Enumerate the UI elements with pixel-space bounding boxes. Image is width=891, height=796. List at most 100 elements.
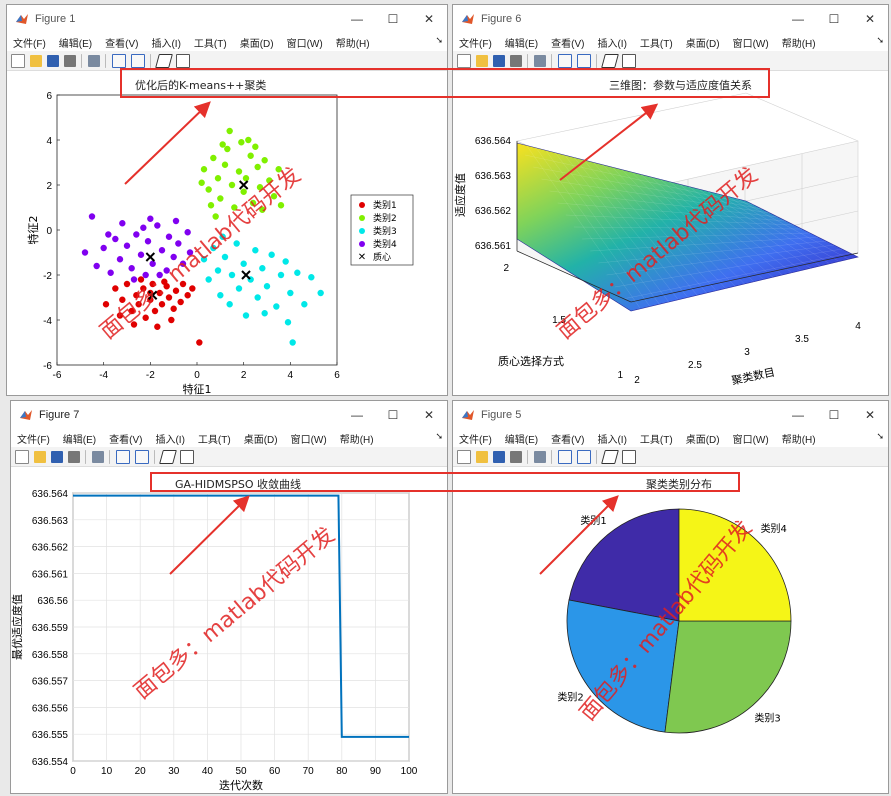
- menu-view[interactable]: 查看(V): [105, 38, 139, 50]
- legend-icon[interactable]: [577, 53, 591, 68]
- menu-file[interactable]: 文件(F): [459, 38, 492, 50]
- menu-edit[interactable]: 编辑(E): [504, 434, 539, 446]
- menu-desktop[interactable]: 桌面(D): [685, 434, 720, 446]
- link-plot-icon[interactable]: [88, 54, 100, 67]
- link-plot-icon[interactable]: [92, 450, 104, 463]
- colorbar-icon[interactable]: [112, 53, 126, 68]
- menu-insert[interactable]: 插入(I): [155, 434, 185, 446]
- y-tick-label: 2: [46, 181, 52, 192]
- scatter-point-cluster-4: [93, 262, 100, 270]
- menu-insert[interactable]: 插入(I): [597, 434, 627, 446]
- link-plot-icon[interactable]: [534, 54, 546, 67]
- scatter-point-cluster-3: [301, 301, 308, 308]
- menu-help[interactable]: 帮助(H): [339, 434, 374, 446]
- open-folder-icon[interactable]: [30, 54, 42, 67]
- menu-help[interactable]: 帮助(H): [335, 38, 370, 50]
- colorbar-icon[interactable]: [558, 449, 572, 464]
- menu-edit[interactable]: 编辑(E): [62, 434, 97, 446]
- scatter-point-cluster-4: [130, 276, 138, 283]
- close-button[interactable]: ✕: [423, 408, 435, 422]
- scatter-point-cluster-2: [205, 186, 212, 193]
- surface-chart: 636.564 636.563 636.562 636.561 2 1.5 1 …: [453, 71, 888, 395]
- scatter-point-cluster-1: [112, 285, 119, 292]
- print-icon[interactable]: [64, 54, 76, 67]
- legend-icon[interactable]: [577, 449, 591, 464]
- menu-view[interactable]: 查看(V): [551, 434, 585, 446]
- legend-icon[interactable]: [131, 53, 145, 68]
- menu-insert[interactable]: 插入(I): [597, 38, 627, 50]
- link-plot-icon[interactable]: [534, 450, 546, 463]
- convergence-line: [73, 494, 409, 738]
- surface-mesh-line: [640, 174, 755, 282]
- menu-view[interactable]: 查看(V): [551, 38, 585, 50]
- menu-window[interactable]: 窗口(W): [286, 38, 323, 50]
- menu-desktop[interactable]: 桌面(D): [239, 38, 274, 50]
- save-icon[interactable]: [493, 54, 505, 67]
- menu-help[interactable]: 帮助(H): [781, 38, 816, 50]
- dock-arrow-icon[interactable]: ➘: [435, 431, 443, 441]
- print-icon[interactable]: [68, 450, 80, 463]
- menu-tools[interactable]: 工具(T): [639, 38, 673, 50]
- menu-window[interactable]: 窗口(W): [732, 434, 769, 446]
- menu-tools[interactable]: 工具(T): [197, 434, 231, 446]
- menu-tools[interactable]: 工具(T): [639, 434, 673, 446]
- minimize-button[interactable]: —: [792, 12, 804, 26]
- minimize-button[interactable]: —: [351, 408, 363, 422]
- save-icon[interactable]: [493, 450, 505, 463]
- surface-mesh-line: [535, 147, 651, 307]
- close-button[interactable]: ✕: [864, 408, 876, 422]
- menu-desktop[interactable]: 桌面(D): [685, 38, 720, 50]
- scatter-point-cluster-4: [170, 253, 177, 261]
- maximize-button[interactable]: ☐: [387, 12, 399, 26]
- edit-plot-arrow-icon[interactable]: [601, 449, 619, 464]
- edit-plot-arrow-icon[interactable]: [155, 53, 173, 68]
- close-button[interactable]: ✕: [864, 12, 876, 26]
- minimize-button[interactable]: —: [351, 12, 363, 26]
- save-icon[interactable]: [51, 450, 63, 463]
- new-figure-icon[interactable]: [457, 449, 471, 464]
- maximize-button[interactable]: ☐: [828, 12, 840, 26]
- pie-label-1: 类别1: [580, 514, 606, 527]
- menu-help[interactable]: 帮助(H): [781, 434, 816, 446]
- open-folder-icon[interactable]: [476, 450, 488, 463]
- legend-icon[interactable]: [135, 449, 149, 464]
- menu-file[interactable]: 文件(F): [459, 434, 492, 446]
- figure5-titlebar: Figure 5 — ☐ ✕: [453, 401, 888, 429]
- menu-window[interactable]: 窗口(W): [732, 38, 769, 50]
- dock-arrow-icon[interactable]: ➘: [435, 35, 443, 45]
- property-inspector-icon[interactable]: [622, 449, 636, 464]
- close-button[interactable]: ✕: [423, 12, 435, 26]
- maximize-button[interactable]: ☐: [828, 408, 840, 422]
- menu-window[interactable]: 窗口(W): [290, 434, 327, 446]
- edit-plot-arrow-icon[interactable]: [159, 449, 177, 464]
- open-folder-icon[interactable]: [34, 450, 46, 463]
- maximize-button[interactable]: ☐: [387, 408, 399, 422]
- menu-file[interactable]: 文件(F): [17, 434, 50, 446]
- colorbar-icon[interactable]: [116, 449, 130, 464]
- menu-edit[interactable]: 编辑(E): [504, 38, 539, 50]
- property-inspector-icon[interactable]: [180, 449, 194, 464]
- menu-tools[interactable]: 工具(T): [193, 38, 227, 50]
- open-folder-icon[interactable]: [476, 54, 488, 67]
- menu-insert[interactable]: 插入(I): [151, 38, 181, 50]
- print-icon[interactable]: [510, 54, 522, 67]
- surface-mesh-line: [602, 164, 717, 291]
- property-inspector-icon[interactable]: [176, 53, 190, 68]
- matlab-logo-icon: [16, 14, 28, 24]
- minimize-button[interactable]: —: [792, 408, 804, 422]
- dock-arrow-icon[interactable]: ➘: [876, 431, 884, 441]
- print-icon[interactable]: [510, 450, 522, 463]
- colorbar-icon[interactable]: [558, 53, 572, 68]
- edit-plot-arrow-icon[interactable]: [601, 53, 619, 68]
- property-inspector-icon[interactable]: [622, 53, 636, 68]
- new-figure-icon[interactable]: [457, 53, 471, 68]
- menu-file[interactable]: 文件(F): [13, 38, 46, 50]
- menu-edit[interactable]: 编辑(E): [58, 38, 93, 50]
- save-icon[interactable]: [47, 54, 59, 67]
- scatter-point-cluster-3: [289, 339, 296, 346]
- menu-desktop[interactable]: 桌面(D): [243, 434, 278, 446]
- new-figure-icon[interactable]: [15, 449, 29, 464]
- dock-arrow-icon[interactable]: ➘: [876, 35, 884, 45]
- new-figure-icon[interactable]: [11, 53, 25, 68]
- menu-view[interactable]: 查看(V): [109, 434, 143, 446]
